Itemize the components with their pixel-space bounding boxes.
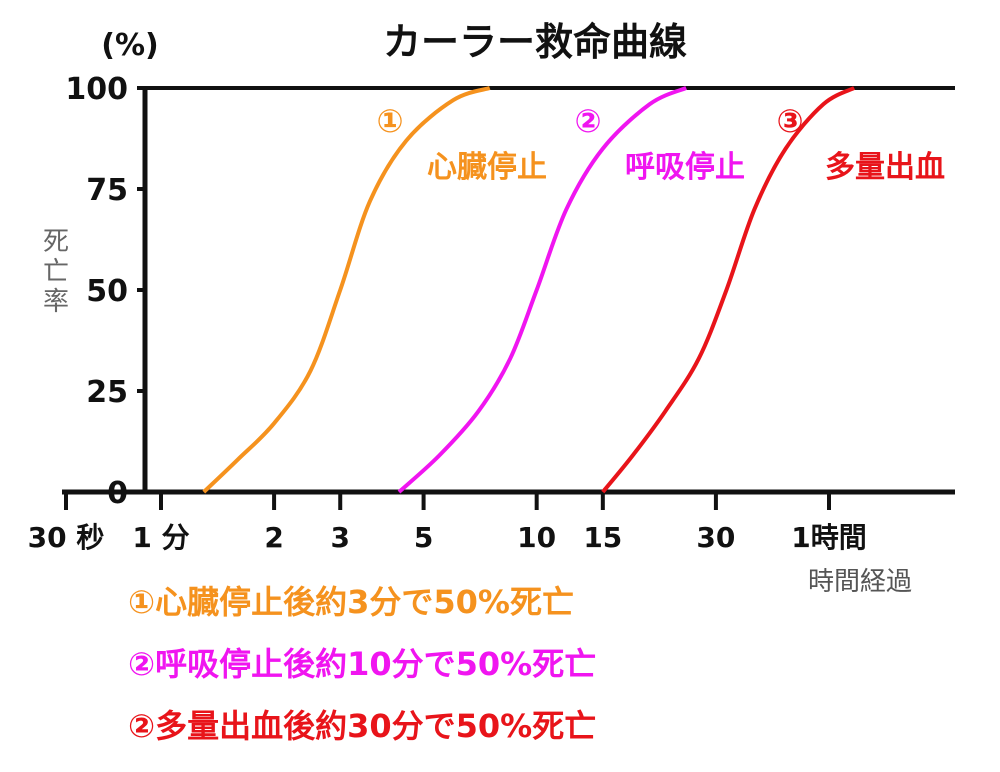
- x-tick-label: 1 分: [132, 521, 189, 554]
- chart-title: カーラー救命曲線: [383, 20, 687, 64]
- y-axis-label: 死亡率: [43, 227, 69, 317]
- series-marker: ①: [376, 102, 403, 140]
- curve-heavy-bleeding: [601, 86, 856, 494]
- y-tick-label: 75: [86, 173, 128, 208]
- series-name: 心臓停止: [427, 150, 547, 185]
- curve-cardiac-arrest: [202, 86, 491, 494]
- series-marker: ③: [776, 102, 803, 140]
- y-tick-label: 0: [107, 476, 128, 511]
- x-axis-label: 時間経過: [808, 567, 912, 597]
- series-marker: ②: [574, 102, 601, 140]
- summary-notes: ①心臓停止後約3分で50%死亡 ②呼吸停止後約10分で50%死亡 ②多量出血後約…: [128, 578, 596, 764]
- x-tick-label: 15: [583, 521, 622, 554]
- note-cardiac-arrest: ①心臓停止後約3分で50%死亡: [128, 583, 574, 621]
- x-tick-label: 3: [330, 521, 349, 554]
- note-respiratory-arrest: ②呼吸停止後約10分で50%死亡: [128, 645, 597, 683]
- survival-curves: [202, 86, 856, 494]
- x-tick-label: 10: [517, 521, 556, 554]
- x-tick-label: 2: [264, 521, 283, 554]
- x-tick-label: 5: [414, 521, 433, 554]
- x-tick-label: 30 秒: [28, 521, 105, 554]
- y-axis-unit: (%): [101, 28, 158, 63]
- series-name: 呼吸停止: [625, 150, 745, 185]
- y-tick-label: 50: [86, 274, 128, 309]
- series-labels: ① 心臓停止 ② 呼吸停止 ③ 多量出血: [376, 102, 945, 185]
- note-heavy-bleeding: ②多量出血後約30分で50%死亡: [128, 707, 597, 745]
- x-tick-label: 1時間: [791, 521, 866, 554]
- y-axis-ticks: 0 25 50 75 100: [65, 72, 145, 511]
- y-tick-label: 100: [65, 72, 128, 107]
- x-tick-label: 30: [696, 521, 735, 554]
- curve-respiratory-arrest: [397, 86, 687, 494]
- series-name: 多量出血: [825, 150, 945, 185]
- y-tick-label: 25: [86, 375, 128, 410]
- x-axis-ticks: 30 秒 1 分 2 3 5 10 15 30 1時間: [28, 492, 867, 554]
